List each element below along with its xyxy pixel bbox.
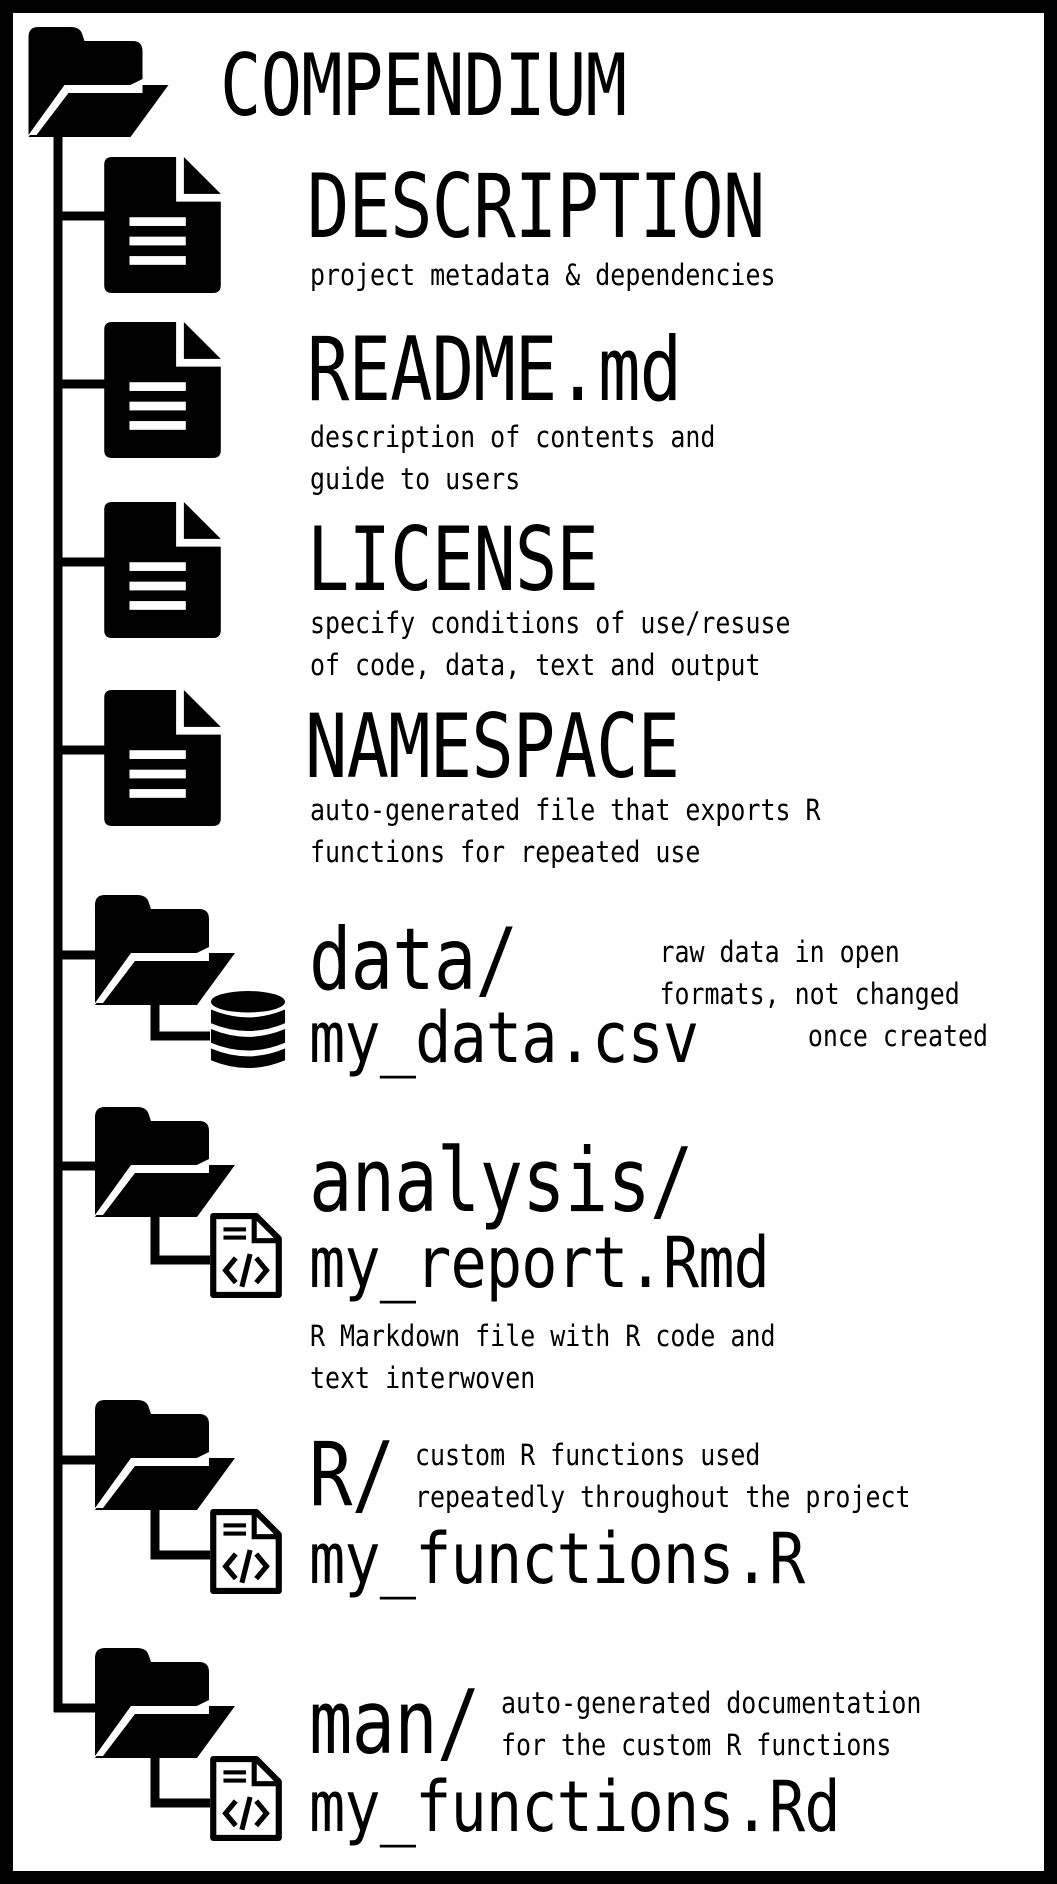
root-folder-icon: [28, 27, 169, 137]
folder-open-icon: [95, 1107, 235, 1217]
file-name-namespace: NAMESPACE: [305, 695, 680, 798]
desc-line: auto-generated file that exports R: [310, 793, 821, 827]
desc-line: text interwoven: [310, 1361, 536, 1395]
desc-line: raw data in open: [659, 935, 900, 969]
root-title: COMPENDIUM: [220, 36, 627, 136]
folder-name-r: R/: [309, 1423, 395, 1526]
file-desc-namespace: auto-generated file that exports R funct…: [310, 789, 821, 873]
file-name-license: LICENSE: [307, 508, 599, 611]
desc-line: auto-generated documentation: [501, 1686, 922, 1720]
file-desc-readme: description of contents and guide to use…: [310, 416, 715, 500]
database-icon: [210, 991, 286, 1069]
file-name-my-functions-rd: my_functions.Rd: [309, 1766, 841, 1848]
desc-line: description of contents and: [310, 420, 716, 454]
file-text-icon: [104, 690, 221, 826]
file-text-icon: [104, 157, 221, 293]
folder-open-icon: [95, 1648, 235, 1758]
code-file-icon: [213, 1216, 279, 1295]
branch-analysis-child: [150, 1212, 210, 1265]
desc-line: of code, data, text and output: [310, 648, 761, 682]
branch-data-child: [150, 1000, 210, 1041]
desc-line: guide to users: [310, 462, 521, 496]
folder-name-analysis: analysis/: [309, 1129, 693, 1232]
folder-name-man: man/: [309, 1671, 480, 1774]
folder-desc-analysis: R Markdown file with R code and text int…: [310, 1315, 775, 1399]
folder-desc-data: raw data in open formats, not changed on…: [659, 931, 988, 1057]
compendium-diagram: COMPENDIUM DESCRIPTION project metadata …: [13, 13, 1044, 1871]
desc-line: custom R functions used: [415, 1438, 761, 1472]
desc-line: project metadata & dependencies: [310, 258, 776, 292]
tree-graphics: [28, 27, 286, 1871]
desc-line: R Markdown file with R code and: [310, 1319, 776, 1353]
desc-line: formats, not changed: [659, 977, 960, 1011]
desc-line: repeatedly throughout the project: [415, 1480, 911, 1514]
file-name-my-report: my_report.Rmd: [309, 1222, 770, 1304]
file-text-icon: [104, 322, 221, 458]
file-name-my-functions-r: my_functions.R: [309, 1518, 805, 1600]
code-file-icon: [213, 1759, 279, 1838]
file-text-icon: [104, 502, 221, 638]
file-name-readme: README.md: [307, 318, 682, 421]
folder-desc-r: custom R functions used repeatedly throu…: [415, 1434, 911, 1518]
folder-desc-man: auto-generated documentation for the cus…: [501, 1682, 921, 1766]
file-name-description: DESCRIPTION: [307, 155, 765, 258]
file-name-my-data: my_data.csv: [309, 997, 699, 1079]
branch-man-child: [150, 1752, 210, 1808]
desc-line: for the custom R functions: [501, 1728, 892, 1762]
desc-line: once created: [807, 1019, 988, 1053]
folder-open-icon: [95, 895, 235, 1005]
desc-line: functions for repeated use: [310, 835, 701, 869]
branch-r-child: [150, 1505, 210, 1560]
desc-line: specify conditions of use/resuse: [310, 606, 791, 640]
folder-name-data: data/: [309, 910, 518, 1010]
file-desc-description: project metadata & dependencies: [310, 254, 775, 296]
file-desc-license: specify conditions of use/resuse of code…: [310, 602, 790, 686]
folder-open-icon: [95, 1400, 235, 1510]
code-file-icon: [213, 1512, 279, 1591]
